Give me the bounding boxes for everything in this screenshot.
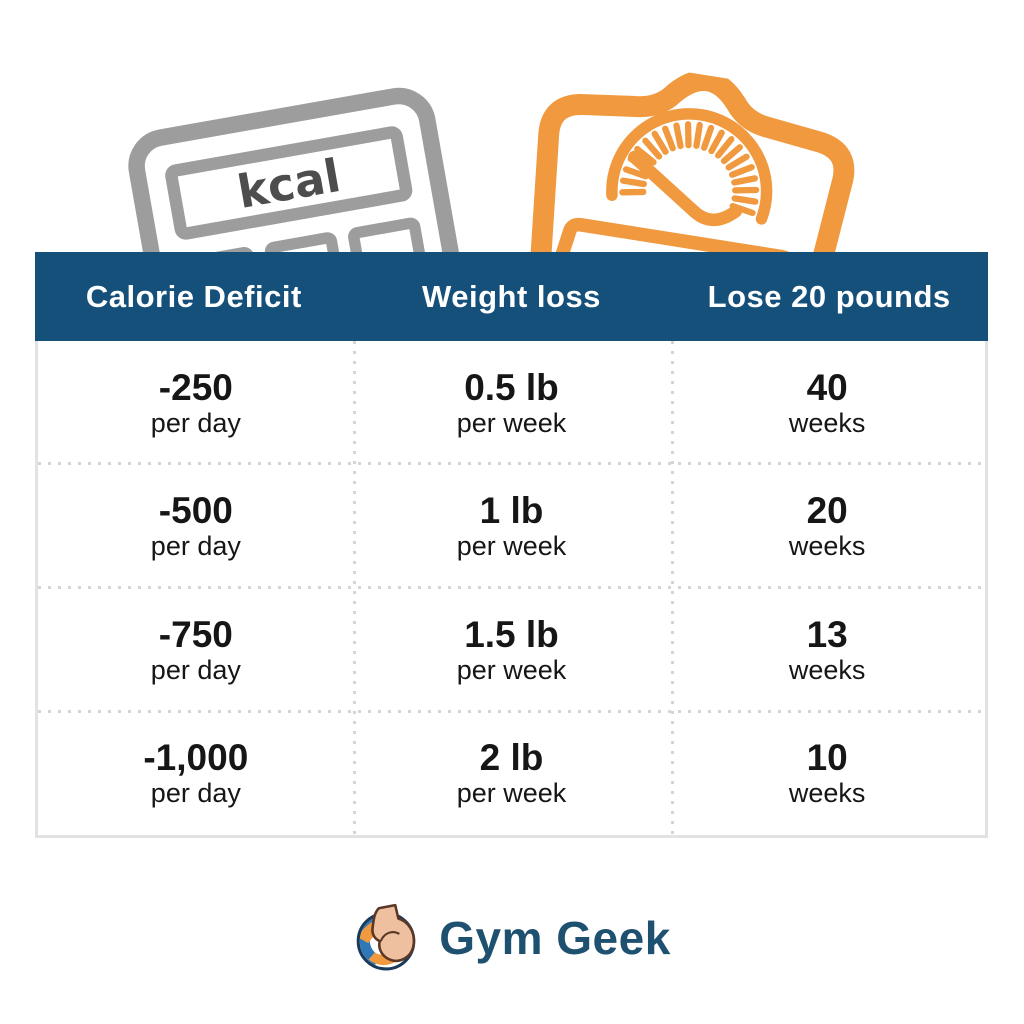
column-divider: [353, 341, 356, 835]
loss-unit: per week: [456, 531, 567, 562]
weeks-value: 20: [806, 490, 848, 532]
cell-deficit-row4: -1,000 per day: [38, 712, 354, 836]
deficit-value: -750: [158, 613, 233, 655]
gym-geek-logo-icon: [353, 900, 419, 977]
deficit-value: -250: [158, 366, 233, 408]
cell-deficit-row2: -500 per day: [38, 465, 354, 589]
loss-unit: per week: [456, 407, 567, 438]
loss-value: 0.5 lb: [464, 366, 559, 408]
loss-value: 2 lb: [479, 737, 544, 779]
cell-deficit-row3: -750 per day: [38, 588, 354, 712]
column-header-calorie-deficit: Calorie Deficit: [85, 278, 302, 314]
deficit-unit: per day: [150, 654, 241, 685]
brand-name: Gym Geek: [439, 912, 671, 964]
deficit-unit: per day: [150, 778, 241, 809]
table-body: -250 per day 0.5 lb per week 40 weeks -5…: [35, 341, 988, 838]
row-divider: [38, 462, 985, 465]
cell-weeks-row1: 40 weeks: [669, 341, 985, 465]
loss-unit: per week: [456, 778, 567, 809]
weeks-unit: weeks: [788, 407, 866, 438]
weeks-unit: weeks: [788, 654, 866, 685]
cell-loss-row4: 2 lb per week: [354, 712, 670, 836]
row-divider: [38, 710, 985, 713]
cell-weeks-row3: 13 weeks: [669, 588, 985, 712]
cell-loss-row3: 1.5 lb per week: [354, 588, 670, 712]
column-header-lose-20-pounds: Lose 20 pounds: [707, 278, 951, 314]
cell-loss-row2: 1 lb per week: [354, 465, 670, 589]
column-divider: [671, 341, 674, 835]
cell-deficit-row1: -250 per day: [38, 341, 354, 465]
deficit-value: -500: [158, 490, 233, 532]
row-divider: [38, 586, 985, 589]
deficit-value: -1,000: [143, 737, 249, 779]
loss-unit: per week: [456, 654, 567, 685]
cell-weeks-row4: 10 weeks: [669, 712, 985, 836]
deficit-unit: per day: [150, 407, 241, 438]
column-header-weight-loss: Weight loss: [422, 278, 601, 314]
cell-weeks-row2: 20 weeks: [669, 465, 985, 589]
weight-loss-table: Calorie Deficit Weight loss Lose 20 poun…: [35, 252, 988, 838]
weeks-unit: weeks: [788, 531, 866, 562]
brand-footer: Gym Geek: [0, 896, 1024, 980]
weeks-value: 40: [806, 366, 848, 408]
cell-loss-row1: 0.5 lb per week: [354, 341, 670, 465]
loss-value: 1 lb: [479, 490, 544, 532]
table-header-row: Calorie Deficit Weight loss Lose 20 poun…: [35, 252, 988, 341]
loss-value: 1.5 lb: [464, 613, 559, 655]
weeks-unit: weeks: [788, 778, 866, 809]
deficit-unit: per day: [150, 531, 241, 562]
weeks-value: 13: [806, 613, 848, 655]
weeks-value: 10: [806, 737, 848, 779]
